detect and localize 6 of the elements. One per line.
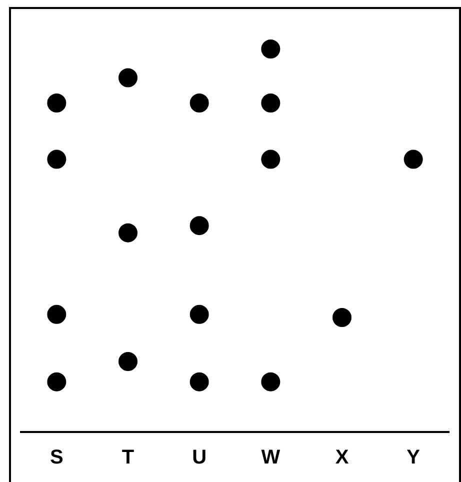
x-tick-label: W <box>261 446 280 469</box>
x-tick-label: Y <box>406 446 421 469</box>
x-tick-label: T <box>122 446 134 469</box>
x-tick-label: X <box>335 446 350 469</box>
x-tick-label: U <box>192 446 207 469</box>
x-tick-label: S <box>50 446 64 469</box>
